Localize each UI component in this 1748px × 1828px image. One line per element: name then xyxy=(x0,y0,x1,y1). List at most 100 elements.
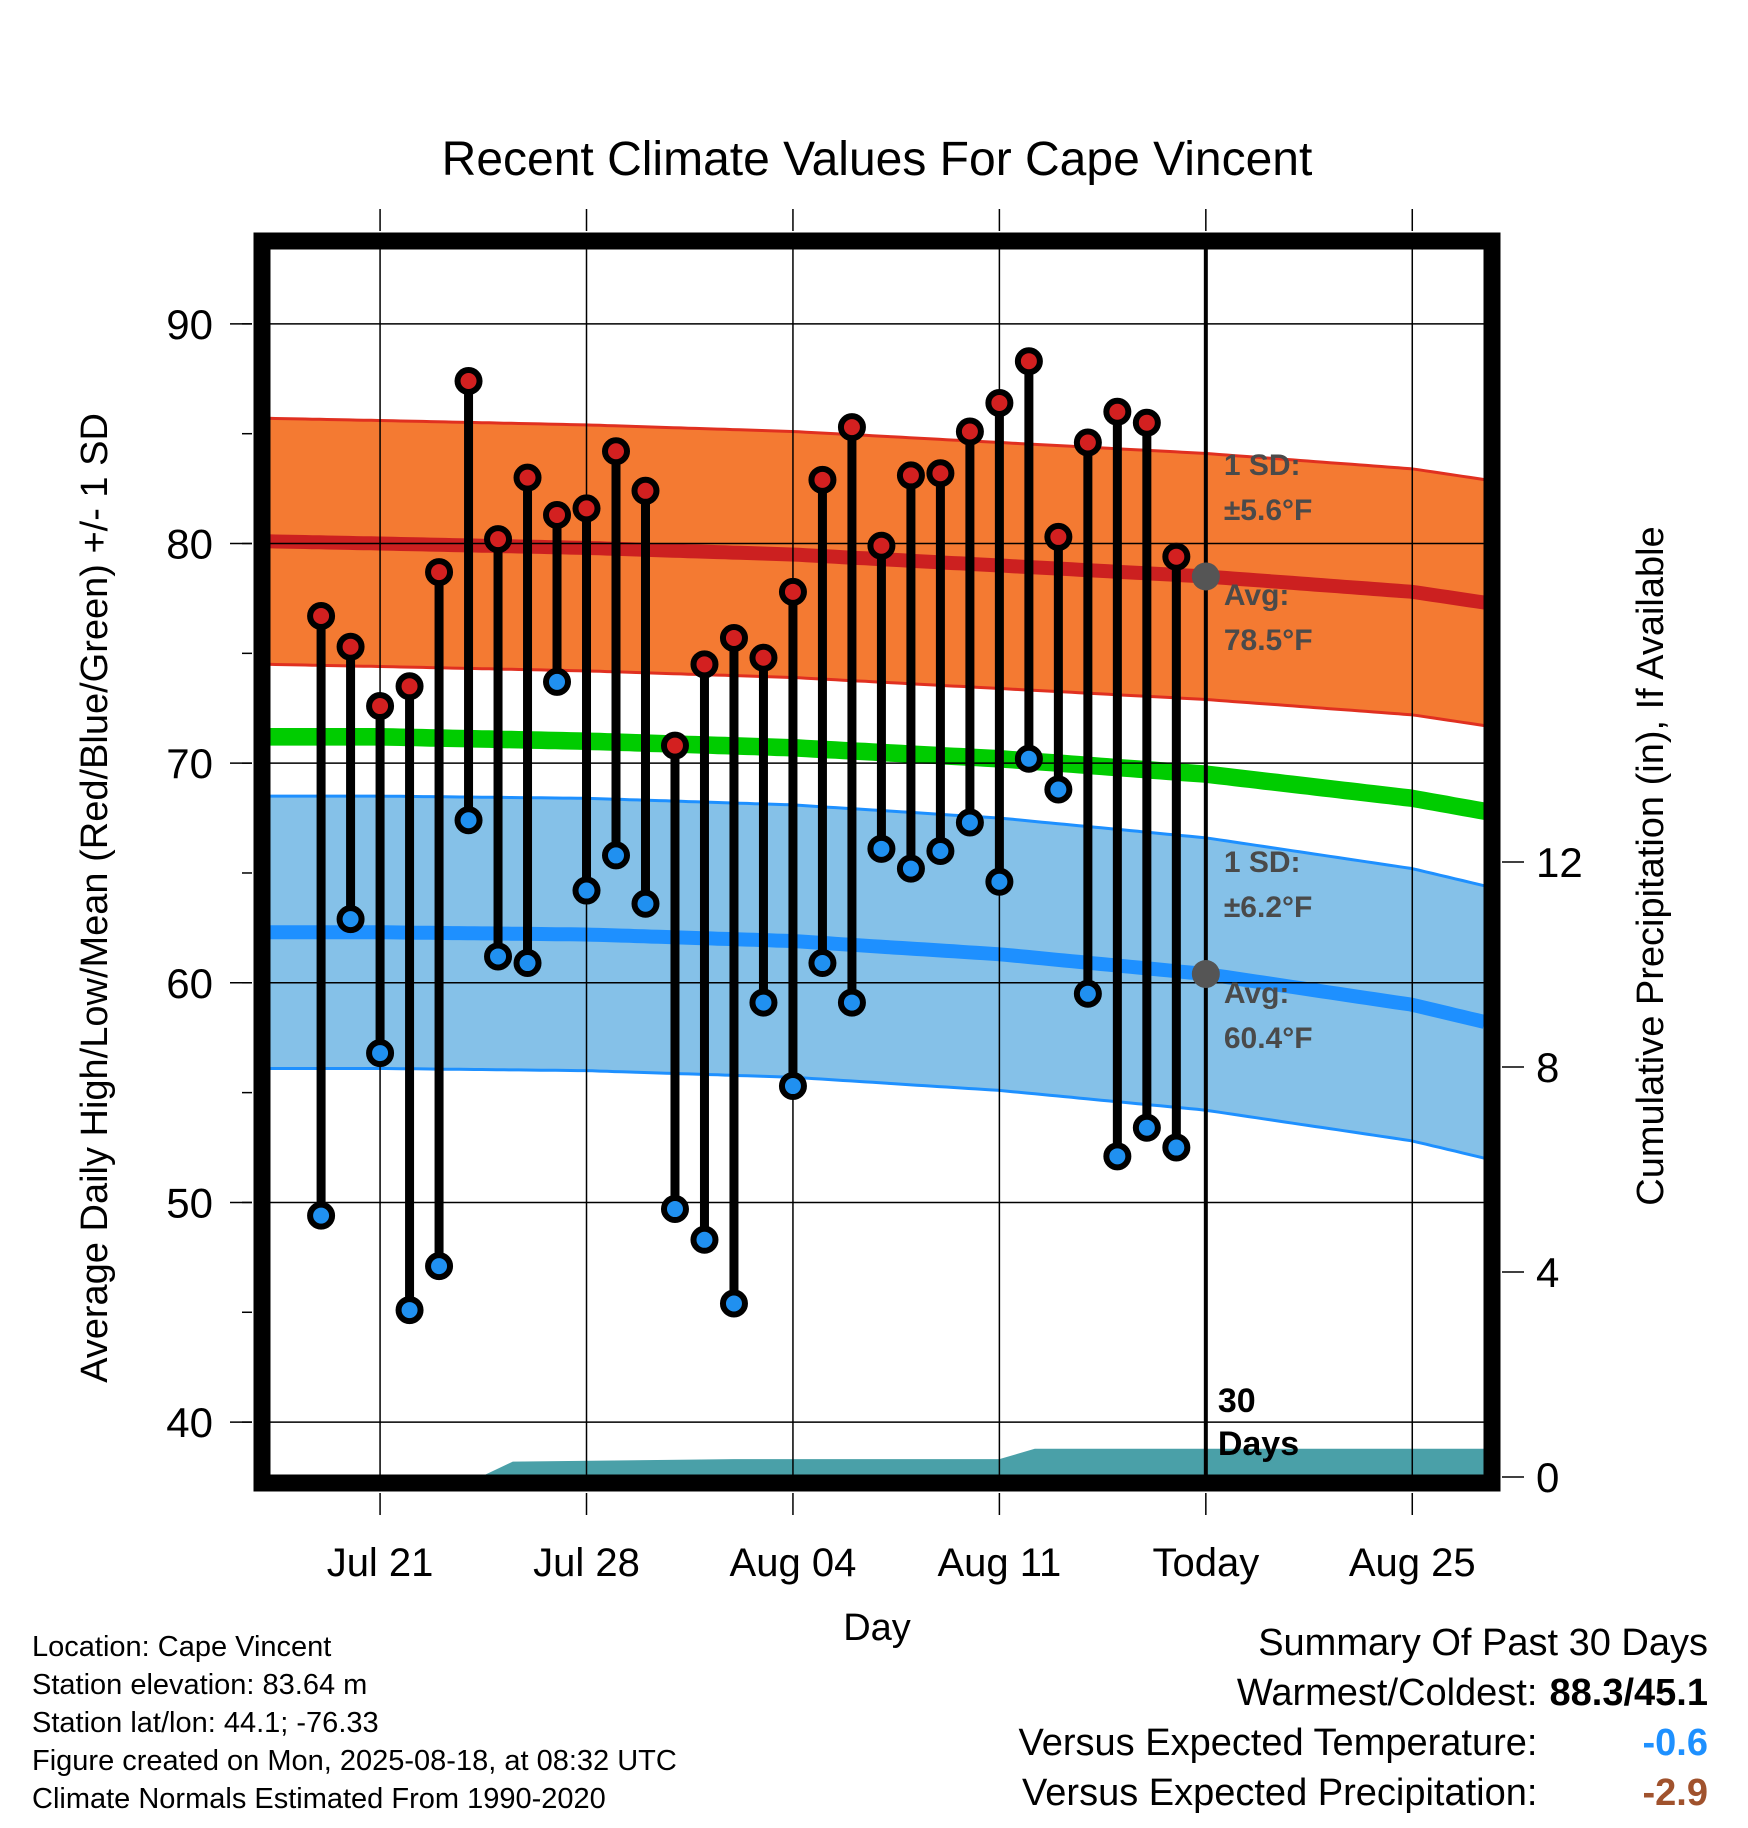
daily-high-point xyxy=(484,525,513,554)
daily-high-point xyxy=(896,461,925,490)
x-axis-label: Day xyxy=(843,1607,911,1649)
precip-value: -2.9 xyxy=(1642,1772,1708,1814)
chart-title: Recent Climate Values For Cape Vincent xyxy=(442,133,1313,186)
daily-low-point xyxy=(395,1296,424,1325)
daily-low-point xyxy=(719,1289,748,1318)
low-sd-lower-edge xyxy=(268,1067,1485,1160)
low-sd-value-annotation: ±6.2°F xyxy=(1224,891,1313,924)
daily-low-point xyxy=(955,808,984,837)
y-tick-label: 80 xyxy=(166,521,213,568)
daily-high-point xyxy=(454,366,483,395)
daily-high-point xyxy=(1103,397,1132,426)
daily-high-point xyxy=(778,577,807,606)
daily-low-point xyxy=(1132,1113,1161,1142)
daily-high-point xyxy=(749,643,778,672)
high-avg-value-annotation: 78.5°F xyxy=(1224,624,1313,657)
daily-high-point xyxy=(690,650,719,679)
y2-tick-label: 8 xyxy=(1536,1044,1559,1091)
summary-title: Summary Of Past 30 Days xyxy=(1258,1622,1708,1664)
today-high-normal-point xyxy=(1191,562,1220,591)
daily-high-point xyxy=(1073,428,1102,457)
daily-high-point xyxy=(867,531,896,560)
y2-tick-label: 0 xyxy=(1536,1454,1559,1501)
daily-low-point xyxy=(690,1225,719,1254)
daily-high-point xyxy=(513,463,542,492)
daily-high-point xyxy=(1132,408,1161,437)
daily-low-point xyxy=(336,905,365,934)
plot-frame xyxy=(253,232,1501,1492)
low-avg-value-annotation: 60.4°F xyxy=(1224,1022,1313,1055)
daily-low-point xyxy=(307,1201,336,1230)
x-tick-label: Jul 21 xyxy=(327,1541,434,1585)
elevation-text: Station elevation: 83.64 m xyxy=(32,1669,368,1701)
daily-low-point xyxy=(1044,775,1073,804)
y-tick-label: 60 xyxy=(166,960,213,1007)
y-tick-label: 90 xyxy=(166,301,213,348)
temp-value: -0.6 xyxy=(1642,1722,1708,1764)
station-info: Location: Cape Vincent Station elevation… xyxy=(32,1628,677,1818)
daily-high-point xyxy=(395,672,424,701)
daily-high-point xyxy=(926,459,955,488)
summary-panel: Summary Of Past 30 Days Warmest/Coldest:… xyxy=(1019,1618,1708,1818)
daily-low-point xyxy=(867,834,896,863)
daily-low-point xyxy=(1103,1142,1132,1171)
daily-low-point xyxy=(660,1195,689,1224)
y-tick-label: 40 xyxy=(166,1399,213,1446)
daily-high-point xyxy=(366,692,395,721)
daily-low-point xyxy=(572,876,601,905)
precip-label: Versus Expected Precipitation: xyxy=(1022,1772,1538,1814)
daily-low-point xyxy=(1162,1133,1191,1162)
y2-tick-label: 12 xyxy=(1536,839,1583,886)
y2-tick-label: 4 xyxy=(1536,1249,1559,1296)
daily-low-point xyxy=(837,988,866,1017)
daily-low-point xyxy=(749,988,778,1017)
summary-precip-row: Versus Expected Precipitation: -2.9 xyxy=(1019,1768,1708,1818)
daily-high-point xyxy=(985,388,1014,417)
daily-high-point xyxy=(808,465,837,494)
created-text: Figure created on Mon, 2025-08-18, at 08… xyxy=(32,1745,677,1777)
daily-low-point xyxy=(778,1072,807,1101)
x-tick-label: Jul 28 xyxy=(533,1541,640,1585)
daily-low-point xyxy=(454,806,483,835)
x-tick-label: Today xyxy=(1152,1541,1259,1585)
warmest-label: Warmest/Coldest: xyxy=(1236,1672,1538,1714)
daily-low-point xyxy=(1014,744,1043,773)
daily-low-point xyxy=(808,949,837,978)
daily-low-point xyxy=(543,667,572,696)
summary-temp-row: Versus Expected Temperature: -0.6 xyxy=(1019,1718,1708,1768)
low-avg-line xyxy=(268,925,1486,1029)
mean-band xyxy=(268,728,1485,820)
daily-high-point xyxy=(837,413,866,442)
daily-low-point xyxy=(484,942,513,971)
daily-high-point xyxy=(602,437,630,466)
x-tick-label: Aug 11 xyxy=(937,1541,1061,1585)
high-avg-annotation: Avg: xyxy=(1224,579,1290,612)
y-tick-label: 70 xyxy=(166,740,213,787)
summary-warmest-row: Warmest/Coldest: 88.3/45.1 xyxy=(1019,1668,1708,1718)
daily-high-point xyxy=(1044,522,1073,551)
daily-high-point xyxy=(631,476,660,505)
daily-low-point xyxy=(513,949,542,978)
daily-low-point xyxy=(1073,979,1102,1008)
precip-area xyxy=(268,1448,1486,1477)
location-text: Location: Cape Vincent xyxy=(32,1631,332,1663)
days-annotation: 30 xyxy=(1218,1382,1256,1420)
temp-label: Versus Expected Temperature: xyxy=(1018,1722,1538,1764)
daily-low-point xyxy=(896,854,925,883)
daily-high-point xyxy=(543,500,572,529)
days-label-annotation: Days xyxy=(1218,1425,1299,1463)
low-sd-annotation: 1 SD: xyxy=(1224,846,1301,879)
warmest-value: 88.3/45.1 xyxy=(1549,1672,1708,1714)
daily-low-point xyxy=(425,1252,454,1281)
daily-high-point xyxy=(307,602,336,630)
today-low-normal-point xyxy=(1191,960,1220,989)
daily-low-point xyxy=(366,1039,395,1068)
y-axis-label: Average Daily High/Low/Mean (Red/Blue/Gr… xyxy=(74,413,116,1383)
low-avg-annotation: Avg: xyxy=(1224,977,1290,1010)
y-tick-label: 50 xyxy=(166,1179,213,1226)
high-sd-annotation: 1 SD: xyxy=(1224,449,1301,482)
daily-high-point xyxy=(425,558,454,587)
high-sd-value-annotation: ±5.6°F xyxy=(1224,494,1313,527)
latlon-text: Station lat/lon: 44.1; -76.33 xyxy=(32,1707,379,1739)
